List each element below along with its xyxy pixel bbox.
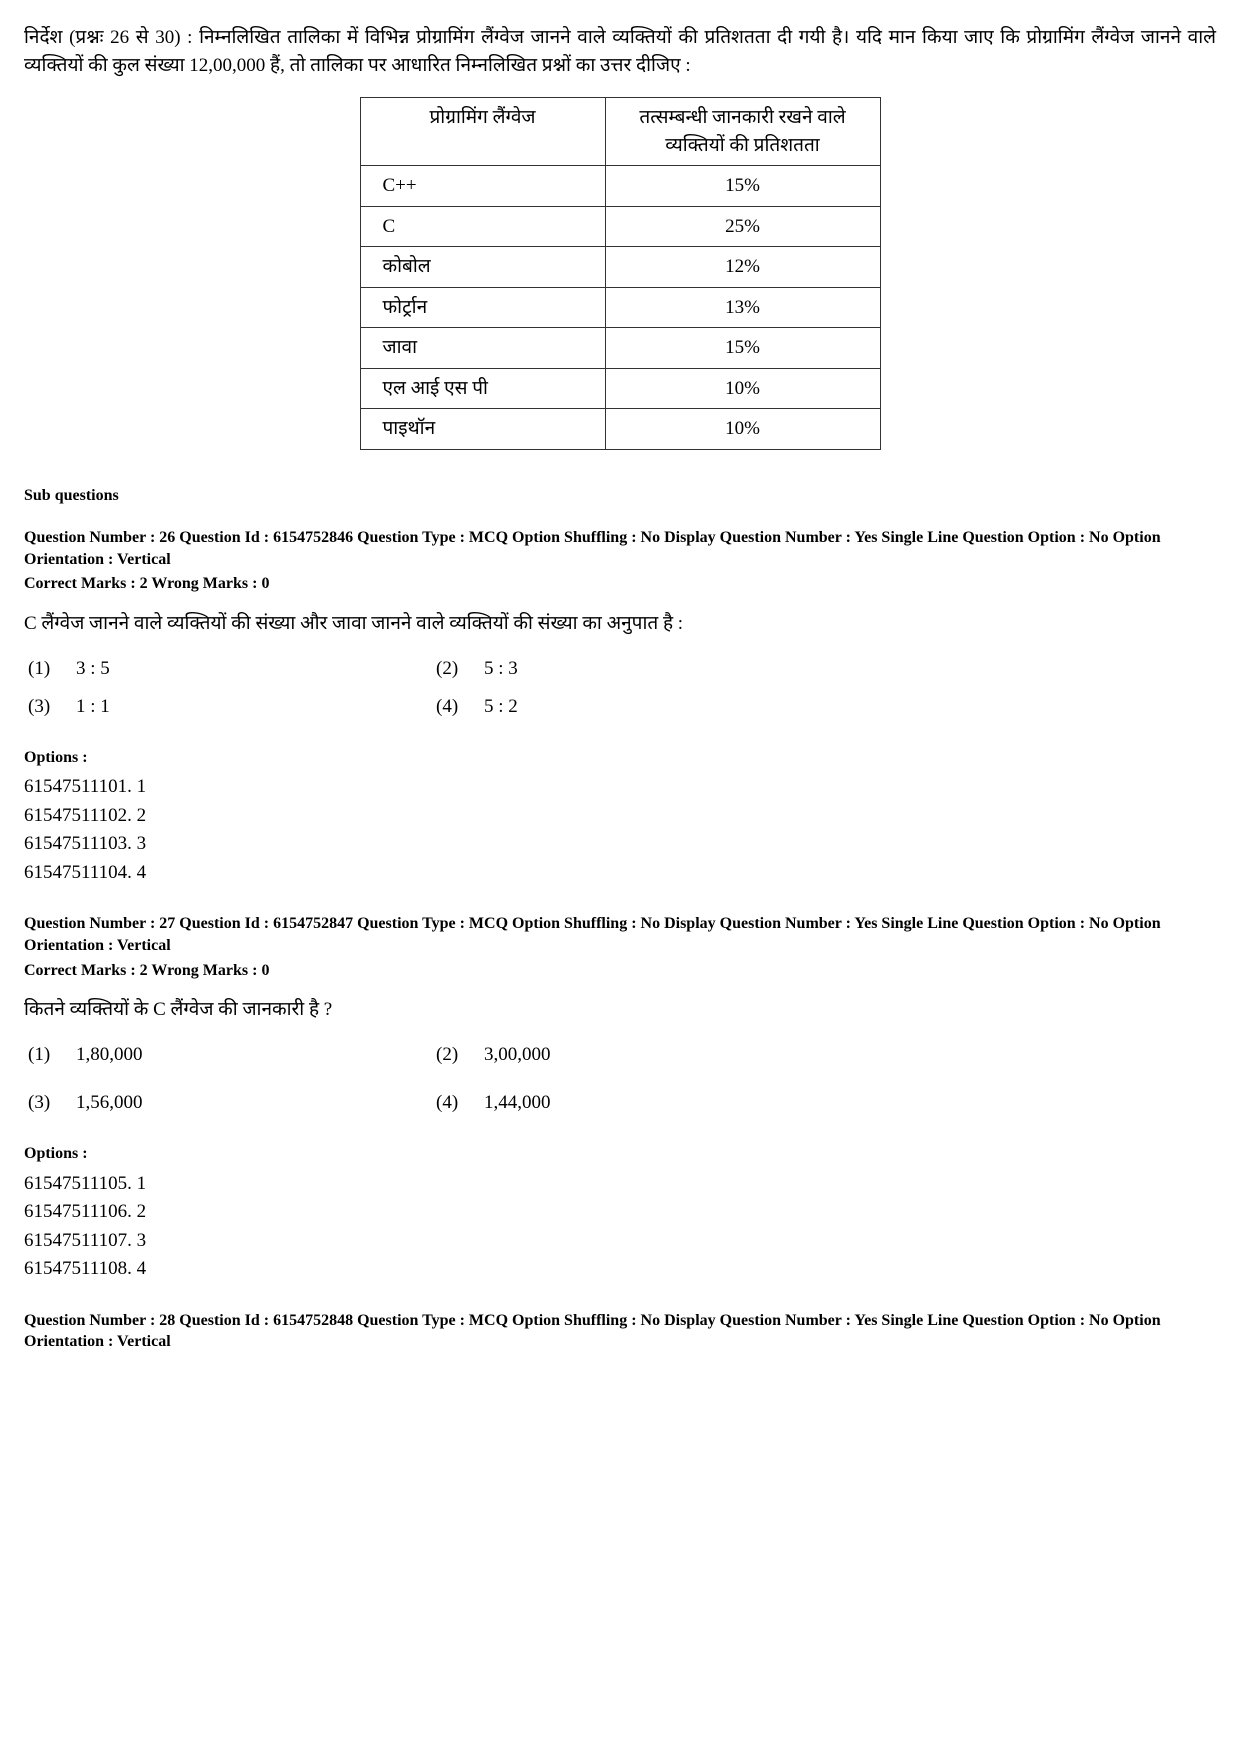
cell-lang: जावा — [360, 328, 605, 369]
q26-marks: Correct Marks : 2 Wrong Marks : 0 — [24, 572, 1216, 595]
option-item: 61547511105. 1 — [24, 1170, 1216, 1199]
sub-questions-heading: Sub questions — [24, 484, 1216, 507]
option-item: 61547511101. 1 — [24, 773, 1216, 802]
answer-value: 5 : 2 — [484, 693, 844, 721]
cell-pct: 13% — [605, 287, 880, 328]
cell-lang: C++ — [360, 166, 605, 207]
col-percentage: तत्सम्बन्धी जानकारी रखने वाले व्यक्तियों… — [605, 98, 880, 166]
q27-options-list: 61547511105. 1 61547511106. 2 6154751110… — [24, 1170, 1216, 1284]
option-item: 61547511108. 4 — [24, 1255, 1216, 1284]
option-item: 61547511103. 3 — [24, 830, 1216, 859]
table-row: C25% — [360, 206, 880, 247]
table-row: फोर्ट्रान13% — [360, 287, 880, 328]
q26-meta: Question Number : 26 Question Id : 61547… — [24, 527, 1216, 570]
q27-meta: Question Number : 27 Question Id : 61547… — [24, 913, 1216, 956]
option-item: 61547511107. 3 — [24, 1227, 1216, 1256]
cell-lang: C — [360, 206, 605, 247]
answer-number: (3) — [28, 693, 76, 721]
option-item: 61547511102. 2 — [24, 802, 1216, 831]
table-row: C++15% — [360, 166, 880, 207]
q26-answers: (1) 3 : 5 (2) 5 : 3 (3) 1 : 1 (4) 5 : 2 — [28, 655, 1216, 720]
table-row: जावा15% — [360, 328, 880, 369]
q27-text: कितने व्यक्तियों के C लैंग्वेज की जानकार… — [24, 996, 1216, 1024]
answer-value: 3,00,000 — [484, 1041, 844, 1069]
cell-pct: 10% — [605, 409, 880, 450]
option-item: 61547511104. 4 — [24, 859, 1216, 888]
answer-number: (2) — [436, 1041, 484, 1069]
table-row: कोबोल12% — [360, 247, 880, 288]
q27-options-label: Options : — [24, 1142, 1216, 1165]
answer-number: (3) — [28, 1089, 76, 1117]
cell-lang: पाइथॉन — [360, 409, 605, 450]
q27-marks: Correct Marks : 2 Wrong Marks : 0 — [24, 959, 1216, 982]
table-row: पाइथॉन10% — [360, 409, 880, 450]
answer-value: 5 : 3 — [484, 655, 844, 683]
table-header-row: प्रोग्रामिंग लैंग्वेज तत्सम्बन्धी जानकार… — [360, 98, 880, 166]
cell-lang: कोबोल — [360, 247, 605, 288]
q26-text: C लैंग्वेज जानने वाले व्यक्तियों की संख्… — [24, 610, 1216, 638]
language-table: प्रोग्रामिंग लैंग्वेज तत्सम्बन्धी जानकार… — [360, 97, 881, 450]
cell-pct: 15% — [605, 328, 880, 369]
col-language: प्रोग्रामिंग लैंग्वेज — [360, 98, 605, 166]
q27-answers: (1) 1,80,000 (2) 3,00,000 (3) 1,56,000 (… — [28, 1041, 1216, 1116]
answer-number: (2) — [436, 655, 484, 683]
table-row: एल आई एस पी10% — [360, 368, 880, 409]
cell-pct: 15% — [605, 166, 880, 207]
q28-meta: Question Number : 28 Question Id : 61547… — [24, 1310, 1216, 1353]
cell-pct: 25% — [605, 206, 880, 247]
answer-value: 1,80,000 — [76, 1041, 436, 1069]
cell-pct: 10% — [605, 368, 880, 409]
answer-value: 1,44,000 — [484, 1089, 844, 1117]
answer-number: (4) — [436, 1089, 484, 1117]
answer-number: (1) — [28, 655, 76, 683]
answer-value: 3 : 5 — [76, 655, 436, 683]
q26-options-list: 61547511101. 1 61547511102. 2 6154751110… — [24, 773, 1216, 887]
cell-lang: एल आई एस पी — [360, 368, 605, 409]
cell-pct: 12% — [605, 247, 880, 288]
answer-number: (1) — [28, 1041, 76, 1069]
option-item: 61547511106. 2 — [24, 1198, 1216, 1227]
directions-text: निर्देश (प्रश्नः 26 से 30) : निम्नलिखित … — [24, 24, 1216, 79]
answer-value: 1,56,000 — [76, 1089, 436, 1117]
answer-value: 1 : 1 — [76, 693, 436, 721]
q26-options-label: Options : — [24, 746, 1216, 769]
cell-lang: फोर्ट्रान — [360, 287, 605, 328]
answer-number: (4) — [436, 693, 484, 721]
